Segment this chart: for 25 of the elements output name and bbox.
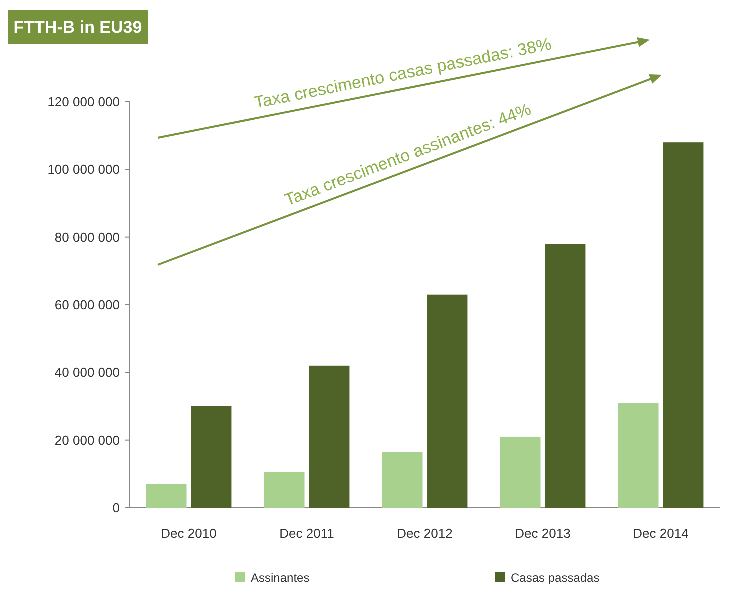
x-tick-label: Dec 2012: [397, 526, 453, 541]
y-tick-label: 100 000 000: [48, 162, 120, 178]
bar: [427, 294, 468, 508]
bar: [191, 406, 232, 508]
y-tick-label: 120 000 000: [48, 94, 120, 110]
bar: [264, 472, 305, 508]
x-tick-label: Dec 2014: [633, 526, 689, 541]
y-tick-label: 60 000 000: [54, 298, 120, 313]
bar: [618, 403, 659, 508]
bar: [663, 142, 704, 508]
legend-label: Casas passadas: [511, 571, 600, 585]
x-tick-label: Dec 2013: [515, 526, 571, 541]
bar: [500, 436, 541, 508]
y-tick-label: 0: [112, 500, 120, 516]
y-tick-label: 40 000 000: [54, 365, 120, 380]
x-tick-label: Dec 2010: [161, 526, 217, 541]
chart-title: FTTH-B in EU39: [14, 18, 142, 37]
bar: [382, 452, 423, 508]
y-tick-label: 20 000 000: [54, 432, 120, 448]
y-tick-label: 80 000 000: [54, 230, 120, 245]
bar: [146, 484, 187, 508]
x-tick-label: Dec 2011: [280, 526, 334, 541]
legend-label: Assinantes: [251, 571, 310, 585]
bar: [545, 244, 586, 508]
bar: [309, 366, 350, 508]
